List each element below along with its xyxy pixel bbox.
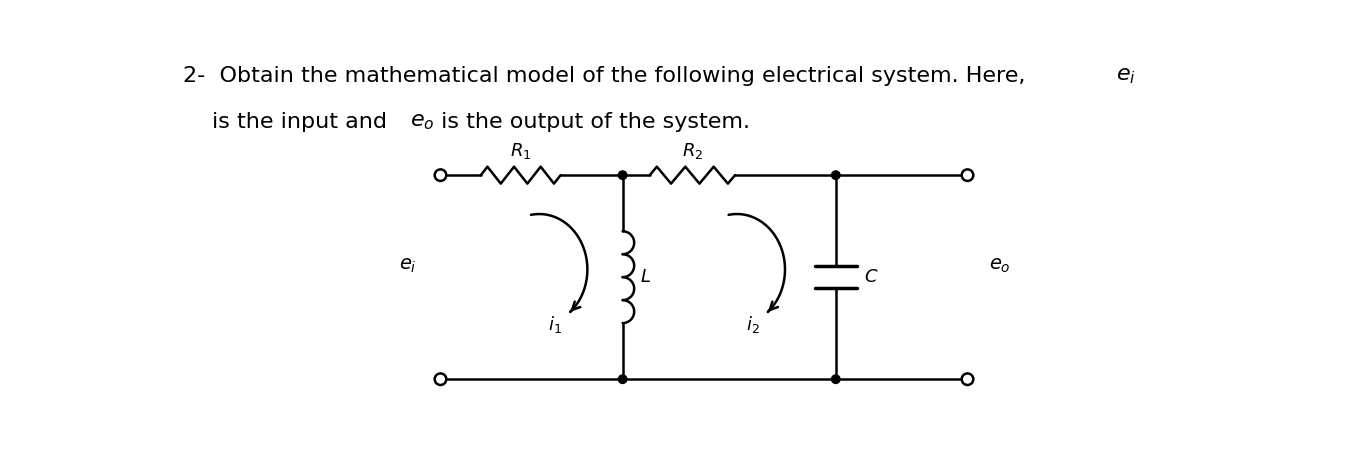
Text: $i_1$: $i_1$ bbox=[548, 314, 562, 335]
Circle shape bbox=[619, 375, 627, 384]
Circle shape bbox=[619, 171, 627, 179]
Circle shape bbox=[831, 375, 839, 384]
Text: $e_o$: $e_o$ bbox=[409, 112, 433, 132]
Text: $R_2$: $R_2$ bbox=[682, 141, 703, 161]
Text: $i_2$: $i_2$ bbox=[746, 314, 760, 335]
Text: $R_1$: $R_1$ bbox=[510, 141, 531, 161]
Text: $e_i$: $e_i$ bbox=[399, 256, 417, 275]
Text: $e_i$: $e_i$ bbox=[1116, 66, 1136, 86]
Text: is the input and: is the input and bbox=[211, 112, 394, 132]
Text: $L$: $L$ bbox=[639, 268, 651, 286]
Text: is the output of the system.: is the output of the system. bbox=[435, 112, 750, 132]
Circle shape bbox=[831, 171, 839, 179]
Text: $C$: $C$ bbox=[864, 268, 879, 286]
Text: $e_o$: $e_o$ bbox=[990, 256, 1011, 275]
Text: 2-  Obtain the mathematical model of the following electrical system. Here,: 2- Obtain the mathematical model of the … bbox=[183, 66, 1033, 86]
